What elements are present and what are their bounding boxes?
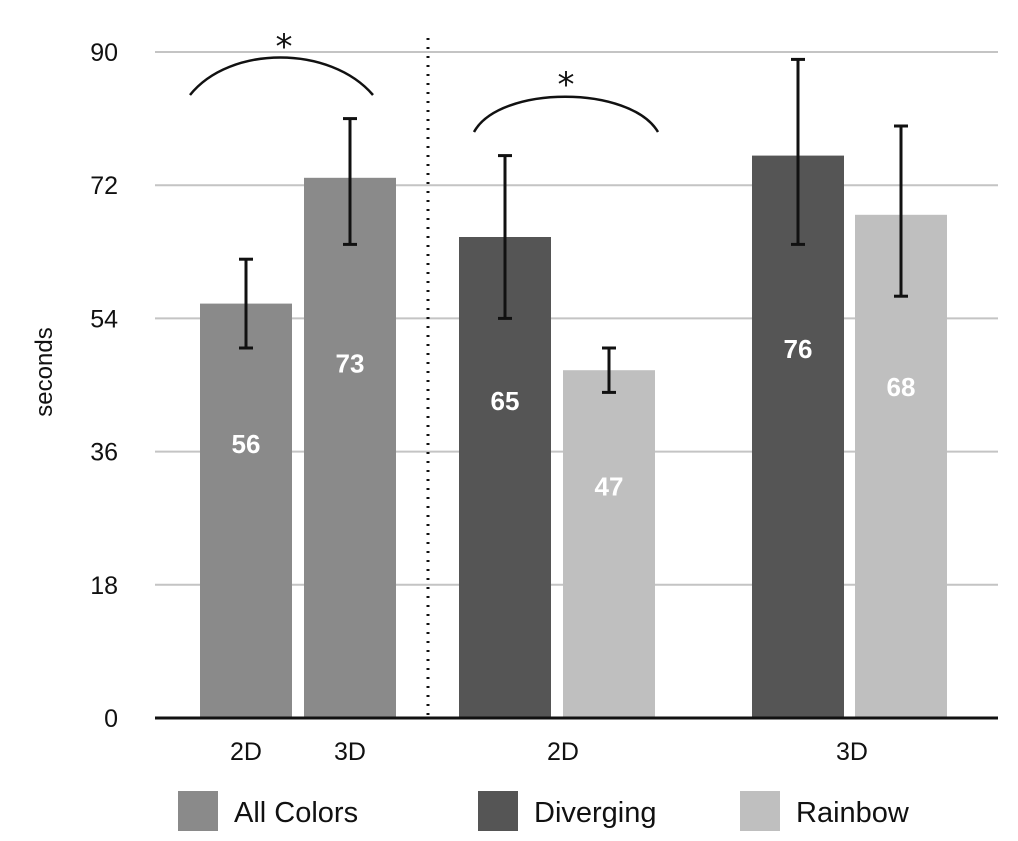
y-tick-labels: 0 18 36 54 72 90 bbox=[90, 39, 118, 733]
significance-star-2: * bbox=[558, 65, 575, 105]
data-label: 73 bbox=[336, 348, 365, 378]
bar bbox=[200, 303, 292, 718]
legend-label: All Colors bbox=[234, 797, 358, 829]
legend-label: Rainbow bbox=[796, 797, 910, 829]
x-tick-label: 2D bbox=[547, 738, 579, 766]
legend: All Colors Diverging Rainbow bbox=[178, 791, 910, 831]
y-tick-label: 18 bbox=[90, 572, 118, 600]
y-tick-label: 72 bbox=[90, 172, 118, 200]
bar bbox=[563, 370, 655, 718]
significance-bracket-1 bbox=[189, 56, 374, 96]
data-label: 56 bbox=[232, 429, 261, 459]
significance-bracket-2 bbox=[472, 95, 660, 133]
x-tick-labels: 2D 3D 2D 3D bbox=[230, 738, 868, 766]
data-label: 76 bbox=[784, 334, 813, 364]
y-tick-label: 54 bbox=[90, 305, 118, 333]
bars bbox=[200, 155, 947, 719]
bar bbox=[304, 177, 396, 719]
y-tick-label: 36 bbox=[90, 439, 118, 467]
bar bbox=[752, 155, 844, 719]
legend-swatch bbox=[740, 791, 780, 831]
legend-swatch bbox=[478, 791, 518, 831]
data-label: 68 bbox=[887, 372, 916, 402]
legend-swatch bbox=[178, 791, 218, 831]
legend-label: Diverging bbox=[534, 797, 657, 829]
y-axis-title: seconds bbox=[31, 327, 58, 416]
x-tick-label: 3D bbox=[334, 738, 366, 766]
error-bars bbox=[239, 57, 908, 394]
data-labels: 56 73 65 47 76 68 bbox=[232, 334, 916, 501]
significance-star-1: * bbox=[276, 27, 293, 67]
bar bbox=[855, 214, 947, 719]
y-tick-label: 0 bbox=[104, 705, 118, 733]
data-label: 65 bbox=[491, 386, 520, 416]
data-label: 47 bbox=[595, 471, 624, 501]
x-tick-label: 2D bbox=[230, 738, 262, 766]
y-tick-label: 90 bbox=[90, 39, 118, 67]
x-tick-label: 3D bbox=[836, 738, 868, 766]
